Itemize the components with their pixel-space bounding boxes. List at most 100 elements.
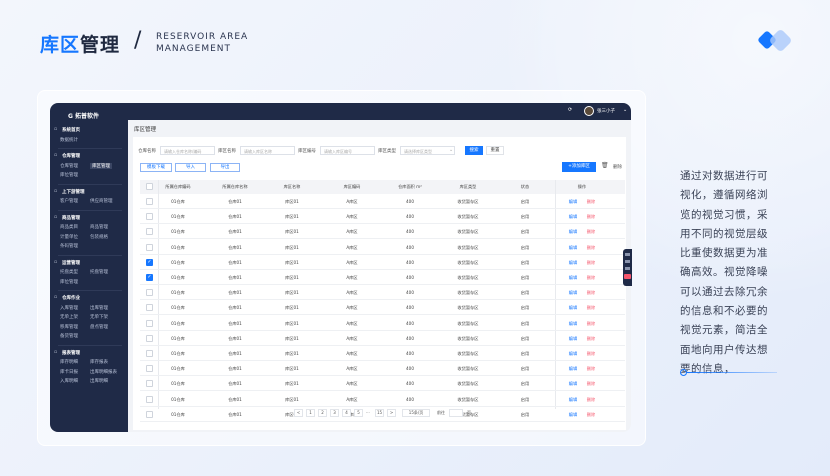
sidebar-item[interactable]: 库位管理 (60, 173, 78, 178)
edit-link[interactable]: 编辑 (568, 214, 578, 220)
template-download-button[interactable]: 模板下载 (140, 163, 172, 172)
page-button[interactable]: 5 (354, 409, 363, 417)
edit-link[interactable]: 编辑 (568, 381, 578, 387)
floating-toolbar[interactable] (623, 249, 632, 286)
edit-link[interactable]: 编辑 (568, 305, 578, 311)
row-checkbox[interactable] (146, 334, 153, 342)
sidebar-item[interactable]: 库区管理 (90, 162, 112, 169)
page-button[interactable]: 1 (306, 409, 315, 417)
alert-icon[interactable] (624, 274, 631, 279)
edit-link[interactable]: 编辑 (568, 244, 578, 250)
filter-input[interactable]: 请输入库区名称 (240, 146, 295, 155)
sidebar-item[interactable]: 库位管理 (60, 279, 78, 285)
edit-link[interactable]: 编辑 (568, 411, 578, 417)
table-row[interactable]: 01仓库 仓库01 库区01 A库区 400 收货暂存区 启用 编辑 删除 (140, 392, 625, 407)
user-name[interactable]: 张三小子 (597, 109, 615, 114)
delete-link[interactable]: 删除 (586, 244, 596, 250)
delete-link[interactable]: 删除 (586, 396, 596, 402)
row-checkbox[interactable] (146, 365, 153, 373)
edit-link[interactable]: 编辑 (568, 259, 578, 265)
table-row[interactable]: 01仓库 仓库01 库区01 A库区 400 收货暂存区 启用 编辑 删除 (140, 194, 625, 209)
tool-icon[interactable] (625, 267, 630, 270)
sidebar-group-header[interactable]: 上下游管理 (62, 189, 85, 195)
delete-link[interactable]: 删除 (586, 366, 596, 372)
delete-link[interactable]: 删除 (586, 229, 596, 235)
table-row[interactable]: 01仓库 仓库01 库区01 A库区 400 收货暂存区 启用 编辑 删除 (140, 331, 625, 346)
add-area-button[interactable]: +添加库区 (562, 162, 596, 172)
sidebar-item[interactable]: 入库管理 (60, 305, 78, 311)
sidebar-item[interactable]: 备货管理 (60, 334, 78, 339)
table-row[interactable]: 01仓库 仓库01 库区01 A库区 400 收货暂存区 启用 编辑 删除 (140, 224, 625, 240)
reset-button[interactable]: 重置 (486, 146, 504, 155)
page-button[interactable]: > (387, 409, 396, 417)
sidebar-item[interactable]: 仓库管理 (60, 163, 78, 169)
row-checkbox[interactable] (146, 289, 153, 297)
edit-link[interactable]: 编辑 (568, 396, 578, 402)
delete-link[interactable]: 删除 (586, 305, 596, 311)
delete-link[interactable]: 删除 (586, 381, 596, 387)
sidebar-item[interactable]: 出库明细报表 (90, 369, 117, 375)
delete-link[interactable]: 删除 (586, 411, 596, 417)
export-button[interactable]: 导出 (210, 163, 240, 172)
sidebar-group-header[interactable]: 商品管理 (62, 215, 80, 221)
import-button[interactable]: 导入 (175, 163, 206, 172)
table-row[interactable]: 01仓库 仓库01 库区01 A库区 400 收货暂存区 启用 编辑 删除 (140, 240, 625, 255)
sidebar-item[interactable]: 无单下架 (90, 315, 108, 320)
sidebar-item[interactable]: 出库明细 (90, 379, 108, 384)
sidebar-group-header[interactable]: 系统首页 (62, 128, 80, 133)
delete-link[interactable]: 删除 (586, 275, 596, 280)
sidebar-item[interactable]: 供应商管理 (90, 199, 113, 204)
row-checkbox[interactable] (146, 228, 153, 236)
avatar[interactable] (584, 106, 594, 116)
page-button[interactable]: 15 (375, 409, 385, 417)
sidebar-item[interactable]: 库存明细 (60, 360, 78, 365)
sidebar-item[interactable]: 数据统计 (60, 137, 78, 143)
sidebar-item[interactable]: 条码管理 (60, 244, 78, 249)
sidebar-item[interactable]: 包装规格 (90, 234, 108, 240)
table-row[interactable]: 01仓库 仓库01 库区01 A库区 400 收货暂存区 启用 编辑 删除 (140, 209, 625, 225)
row-checkbox[interactable] (146, 410, 153, 418)
delete-link[interactable]: 删除 (586, 214, 596, 220)
table-row[interactable]: 01仓库 仓库01 库区01 A库区 400 收货暂存区 启用 编辑 删除 (140, 376, 625, 392)
goto-input[interactable] (449, 409, 463, 417)
table-row[interactable]: 01仓库 仓库01 库区01 A库区 400 收货暂存区 启用 编辑 删除 (140, 346, 625, 361)
row-checkbox[interactable]: ✓ (146, 274, 153, 281)
delete-link[interactable]: 删除 (586, 290, 596, 296)
sidebar-item[interactable]: 计量单位 (60, 234, 78, 240)
sidebar-group-header[interactable]: 运营管理 (62, 260, 80, 266)
sidebar-item[interactable]: 库卡日报 (60, 369, 78, 375)
sidebar-item[interactable]: 商品管理 (90, 225, 108, 230)
delete-link[interactable]: 删除 (586, 351, 596, 356)
row-checkbox[interactable] (146, 213, 153, 221)
sidebar-item[interactable]: 入库明细 (60, 379, 78, 384)
table-row[interactable]: ✓ 01仓库 仓库01 库区01 A库区 400 收货暂存区 启用 编辑 删除 (140, 255, 625, 270)
tool-icon[interactable] (625, 253, 630, 256)
page-button[interactable]: 2 (318, 409, 327, 417)
row-checkbox[interactable] (146, 198, 153, 205)
table-row[interactable]: ✓ 01仓库 仓库01 库区01 A库区 400 收货暂存区 启用 编辑 删除 (140, 270, 625, 285)
page-size-select[interactable]: 15条/页 (402, 409, 430, 417)
edit-link[interactable]: 编辑 (568, 366, 578, 372)
sidebar-item[interactable]: 客户管理 (60, 199, 78, 204)
edit-link[interactable]: 编辑 (568, 335, 578, 341)
sidebar-item[interactable]: 出库管理 (90, 305, 108, 311)
delete-link[interactable]: 删除 (586, 199, 596, 204)
edit-link[interactable]: 编辑 (568, 229, 578, 235)
sidebar-item[interactable]: 托盘管理 (90, 270, 108, 275)
edit-link[interactable]: 编辑 (568, 320, 578, 326)
filter-input[interactable]: 请输入仓库名称/编码 (160, 146, 215, 155)
chevron-down-icon[interactable]: ⌄ (449, 147, 454, 153)
sidebar-item[interactable]: 商品类目 (60, 225, 78, 230)
delete-link[interactable]: 删除 (586, 259, 596, 265)
sidebar-item[interactable]: 托盘类型 (60, 270, 78, 275)
delete-link[interactable]: 删除 (586, 320, 596, 326)
filter-input[interactable]: 请选择库区类型 (400, 146, 455, 155)
row-checkbox[interactable] (146, 243, 153, 251)
sidebar-group-header[interactable]: 仓库作业 (62, 296, 80, 301)
sidebar-group-header[interactable]: 仓库管理 (62, 154, 80, 159)
page-button[interactable]: 3 (330, 409, 339, 417)
row-checkbox[interactable] (146, 350, 153, 357)
row-checkbox[interactable] (146, 304, 153, 312)
sidebar-item[interactable]: 盘点管理 (90, 324, 108, 330)
sidebar-item[interactable]: 移库管理 (60, 324, 78, 330)
